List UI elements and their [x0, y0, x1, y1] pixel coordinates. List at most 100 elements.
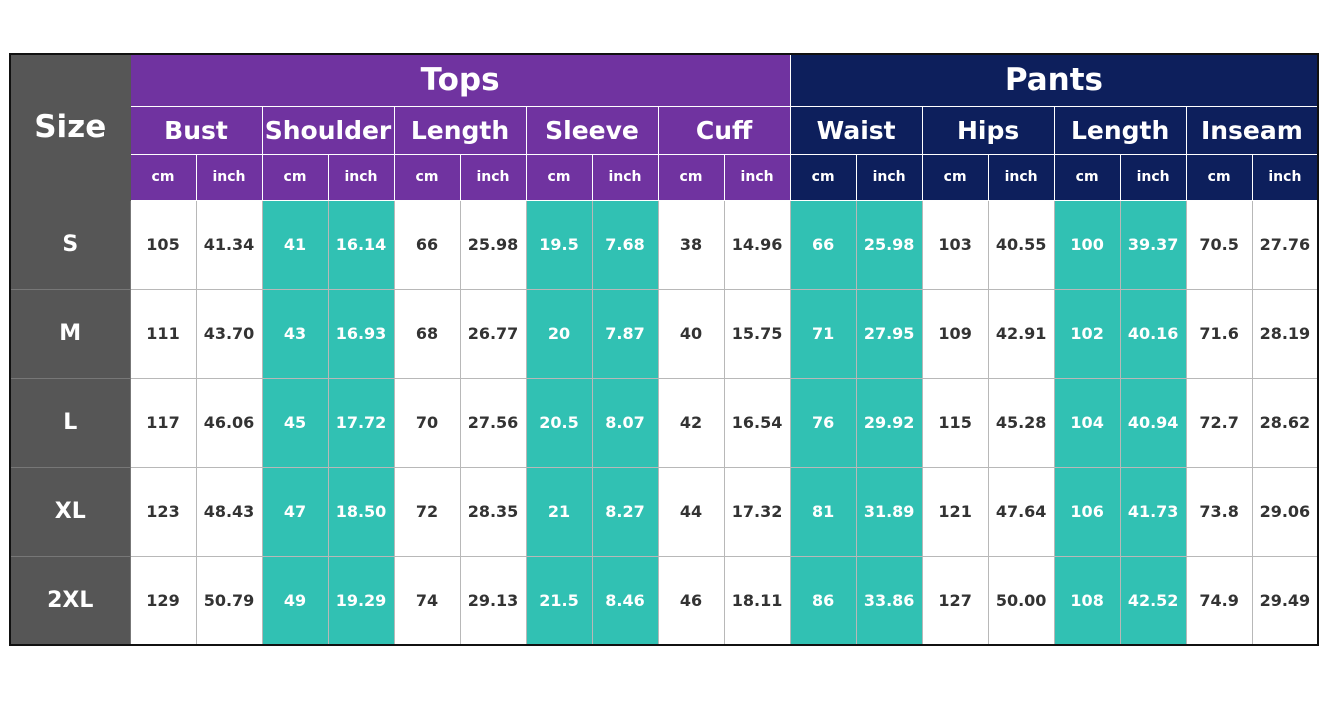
- measurement-value: 74.9: [1185, 555, 1253, 646]
- unit-header-inch: inch: [591, 153, 659, 201]
- measurement-value: 16.54: [723, 377, 791, 468]
- measurement-value: 104: [1053, 377, 1121, 468]
- measurement-value: 74: [393, 555, 461, 646]
- measurement-header: Length: [1053, 105, 1187, 155]
- measurement-value: 105: [129, 199, 197, 290]
- measurement-value: 47.64: [987, 466, 1055, 557]
- measurement-value: 103: [921, 199, 989, 290]
- measurement-value: 70.5: [1185, 199, 1253, 290]
- measurement-value: 45.28: [987, 377, 1055, 468]
- measurement-value: 15.75: [723, 288, 791, 379]
- tops-group-header: Tops: [129, 53, 791, 107]
- measurement-value: 40.55: [987, 199, 1055, 290]
- measurement-value: 20: [525, 288, 593, 379]
- table-row: M 111 43.70 43 16.93 68 26.77 20 7.87 40 15.75 71 27…: [9, 288, 1319, 379]
- measurement-value: 115: [921, 377, 989, 468]
- measurement-value: 66: [789, 199, 857, 290]
- measurement-value: 48.43: [195, 466, 263, 557]
- measurement-value: 17.32: [723, 466, 791, 557]
- measurement-value: 40.94: [1119, 377, 1187, 468]
- measurement-header: Hips: [921, 105, 1055, 155]
- measurement-value: 71.6: [1185, 288, 1253, 379]
- measurement-header: Inseam: [1185, 105, 1319, 155]
- measurement-value: 106: [1053, 466, 1121, 557]
- measurement-value: 41.34: [195, 199, 263, 290]
- measurement-header: Bust: [129, 105, 263, 155]
- unit-header-inch: inch: [723, 153, 791, 201]
- measurement-value: 42.52: [1119, 555, 1187, 646]
- table-row: S 105 41.34 41 16.14 66 25.98 19.5 7.68 38 14.96 66…: [9, 199, 1319, 290]
- measurement-value: 7.87: [591, 288, 659, 379]
- measurement-value: 31.89: [855, 466, 923, 557]
- measurement-value: 41.73: [1119, 466, 1187, 557]
- measurement-value: 127: [921, 555, 989, 646]
- unit-header-inch: inch: [1251, 153, 1319, 201]
- unit-header-inch: inch: [327, 153, 395, 201]
- measurement-value: 8.46: [591, 555, 659, 646]
- unit-header-cm: cm: [657, 153, 725, 201]
- measurement-value: 81: [789, 466, 857, 557]
- measurement-value: 8.27: [591, 466, 659, 557]
- unit-header-inch: inch: [1119, 153, 1187, 201]
- measurement-value: 43.70: [195, 288, 263, 379]
- size-label: 2XL: [9, 555, 131, 646]
- measurement-header: Waist: [789, 105, 923, 155]
- measurement-value: 18.11: [723, 555, 791, 646]
- measurement-value: 21.5: [525, 555, 593, 646]
- size-label: S: [9, 199, 131, 290]
- table-row: L 117 46.06 45 17.72 70 27.56 20.5 8.07 42 16.54 76…: [9, 377, 1319, 468]
- measurement-value: 111: [129, 288, 197, 379]
- measurement-value: 42: [657, 377, 725, 468]
- measurement-value: 29.92: [855, 377, 923, 468]
- measurement-value: 46.06: [195, 377, 263, 468]
- measurement-value: 117: [129, 377, 197, 468]
- unit-header-cm: cm: [921, 153, 989, 201]
- measurement-value: 29.13: [459, 555, 527, 646]
- measurement-value: 27.76: [1251, 199, 1319, 290]
- measurement-value: 102: [1053, 288, 1121, 379]
- measurement-value: 73.8: [1185, 466, 1253, 557]
- measurement-value: 50.00: [987, 555, 1055, 646]
- size-label: XL: [9, 466, 131, 557]
- unit-header-cm: cm: [261, 153, 329, 201]
- measurement-value: 129: [129, 555, 197, 646]
- measurement-header: Length: [393, 105, 527, 155]
- measurement-value: 42.91: [987, 288, 1055, 379]
- measurement-value: 28.62: [1251, 377, 1319, 468]
- measurement-value: 16.93: [327, 288, 395, 379]
- measurement-value: 40: [657, 288, 725, 379]
- measurement-value: 47: [261, 466, 329, 557]
- unit-header-cm: cm: [129, 153, 197, 201]
- measurement-value: 25.98: [855, 199, 923, 290]
- measurement-value: 20.5: [525, 377, 593, 468]
- measurement-value: 100: [1053, 199, 1121, 290]
- measurement-value: 27.56: [459, 377, 527, 468]
- measurement-value: 8.07: [591, 377, 659, 468]
- unit-header-cm: cm: [525, 153, 593, 201]
- measurement-value: 19.29: [327, 555, 395, 646]
- measurement-value: 68: [393, 288, 461, 379]
- unit-header-cm: cm: [393, 153, 461, 201]
- measurement-value: 72: [393, 466, 461, 557]
- measurement-value: 71: [789, 288, 857, 379]
- size-chart-table: Size Tops Pants Bust Shoulder Length Sleeve…: [9, 53, 1320, 646]
- measurement-value: 46: [657, 555, 725, 646]
- measurement-value: 27.95: [855, 288, 923, 379]
- measurement-value: 28.19: [1251, 288, 1319, 379]
- measurement-value: 29.49: [1251, 555, 1319, 646]
- measurement-value: 76: [789, 377, 857, 468]
- measurement-value: 108: [1053, 555, 1121, 646]
- measurement-value: 109: [921, 288, 989, 379]
- measurement-value: 50.79: [195, 555, 263, 646]
- unit-header-inch: inch: [855, 153, 923, 201]
- measurement-value: 25.98: [459, 199, 527, 290]
- unit-header-cm: cm: [1185, 153, 1253, 201]
- size-column-header: Size: [9, 53, 131, 201]
- measurement-value: 41: [261, 199, 329, 290]
- size-label: M: [9, 288, 131, 379]
- measurement-value: 33.86: [855, 555, 923, 646]
- measurement-value: 49: [261, 555, 329, 646]
- measurement-value: 39.37: [1119, 199, 1187, 290]
- measurement-value: 18.50: [327, 466, 395, 557]
- measurement-value: 28.35: [459, 466, 527, 557]
